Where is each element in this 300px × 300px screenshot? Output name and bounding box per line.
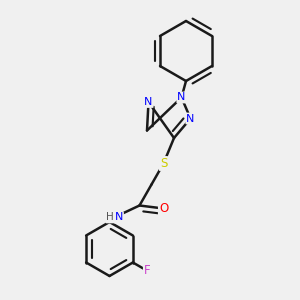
Text: N: N — [177, 92, 186, 103]
Text: O: O — [159, 202, 168, 215]
Text: S: S — [160, 157, 167, 170]
Text: H: H — [106, 212, 114, 223]
Text: F: F — [144, 264, 151, 277]
Text: N: N — [186, 113, 195, 124]
Text: N: N — [144, 97, 153, 107]
Text: N: N — [115, 212, 123, 223]
